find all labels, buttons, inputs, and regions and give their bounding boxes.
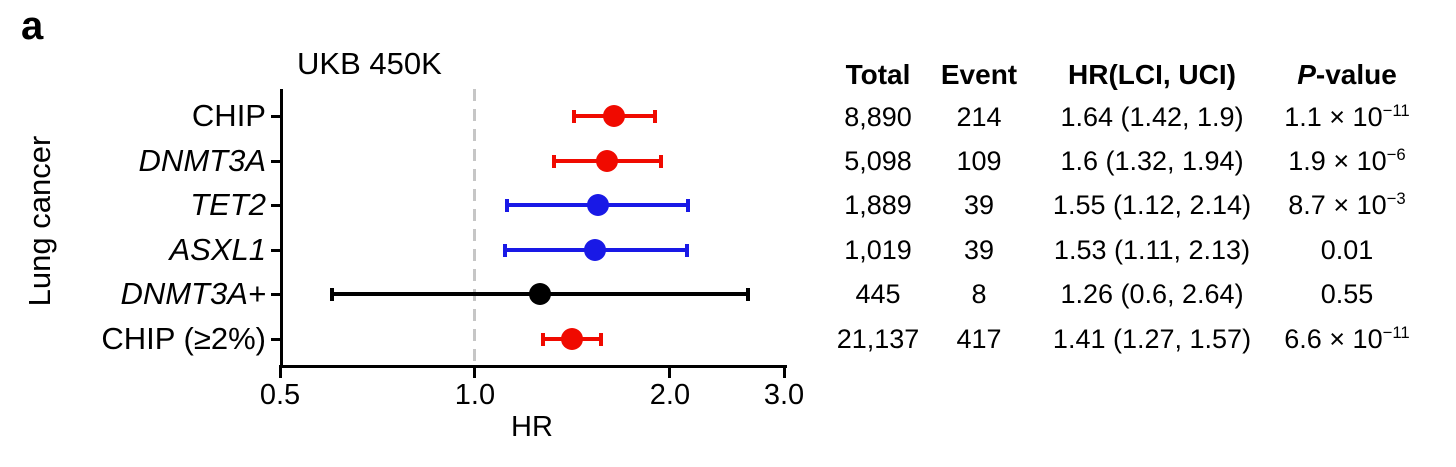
row-label-dnmt3a-plus: DNMT3A+ (120, 276, 266, 311)
x-axis-tick-label: 1.0 (454, 379, 496, 411)
table-header-row: Total Event HR(LCI, UCI) P-value (800, 53, 1456, 97)
header-hr: HR(LCI, UCI) (1068, 59, 1236, 90)
row-label-chip-2pct: CHIP (≥2%) (101, 321, 266, 356)
cell-p-value: 8.7 × 10−3 (1238, 183, 1456, 227)
y-axis-tick (271, 203, 280, 207)
forest-point (583, 239, 606, 261)
error-bar-cap-right (599, 332, 604, 346)
p-base: 1.9 × 10 (1288, 146, 1387, 176)
error-bar-cap-right (658, 154, 663, 168)
cell-hr-ci: 1.55 (1.12, 2.14) (1052, 190, 1252, 220)
cell-hr-ci: 1.53 (1.11, 2.13) (1053, 235, 1251, 265)
cell-event: 417 (956, 324, 1002, 354)
y-axis-tick (271, 248, 280, 252)
cell-p-value: 1.9 × 10−6 (1238, 139, 1456, 183)
forest-point (603, 105, 626, 127)
cell-total: 21,137 (836, 324, 920, 354)
p-base: 0.55 (1320, 279, 1374, 309)
x-axis-tick (782, 365, 786, 378)
table-row: 445 8 1.26 (0.6, 2.64) 0.55 (800, 272, 1456, 316)
p-base: 1.1 × 10 (1284, 102, 1383, 132)
table-row: 1,889 39 1.55 (1.12, 2.14) 8.7 × 10−3 (800, 183, 1456, 227)
panel-letter: a (21, 4, 44, 48)
error-bar-cap-left (502, 243, 507, 257)
header-p-italic: P (1297, 59, 1316, 90)
error-bar-cap-left (329, 287, 334, 301)
error-bar-cap-left (572, 109, 577, 123)
error-bar-cap-left (551, 154, 556, 168)
forest-point (560, 328, 583, 350)
cell-total: 1,889 (844, 190, 912, 220)
y-axis-tick (271, 337, 280, 341)
table-row: 5,098 109 1.6 (1.32, 1.94) 1.9 × 10−6 (800, 139, 1456, 183)
forest-point (596, 150, 619, 172)
y-axis-line (280, 89, 283, 368)
cell-p-value: 0.01 (1238, 228, 1456, 272)
cell-hr-ci: 1.6 (1.32, 1.94) (1060, 146, 1244, 176)
p-base: 6.6 × 10 (1284, 324, 1383, 354)
cell-event: 8 (971, 279, 987, 309)
header-total: Total (845, 59, 911, 90)
error-bar-cap-left (505, 198, 510, 212)
p-exponent: −3 (1386, 189, 1406, 208)
p-base: 0.01 (1320, 235, 1374, 265)
x-axis-tick (473, 365, 477, 378)
p-exponent: −11 (1382, 101, 1410, 120)
error-bar-cap-right (685, 243, 690, 257)
x-axis-tick (278, 365, 282, 378)
x-axis-tick-label: 2.0 (649, 379, 691, 411)
x-axis-line (280, 365, 787, 368)
x-axis-tick (668, 365, 672, 378)
x-axis-tick-label: 0.5 (259, 379, 301, 411)
error-bar-cap-right (686, 198, 691, 212)
p-base: 8.7 × 10 (1288, 190, 1387, 220)
cell-total: 445 (855, 279, 901, 309)
table-row: 1,019 39 1.53 (1.11, 2.13) 0.01 (800, 228, 1456, 272)
error-bar-cap-right (653, 109, 658, 123)
y-axis-tick (271, 159, 280, 163)
header-event: Event (940, 59, 1018, 90)
cell-p-value: 6.6 × 10−11 (1238, 317, 1456, 361)
stats-table: Total Event HR(LCI, UCI) P-value 8,890 2… (800, 0, 1456, 467)
table-row: 21,137 417 1.41 (1.27, 1.57) 6.6 × 10−11 (800, 317, 1456, 361)
table-row: 8,890 214 1.64 (1.42, 1.9) 1.1 × 10−11 (800, 95, 1456, 139)
cell-hr-ci: 1.64 (1.42, 1.9) (1060, 102, 1244, 132)
x-axis-title: HR (511, 411, 553, 443)
forest-point (528, 283, 551, 305)
p-exponent: −6 (1386, 145, 1406, 164)
reference-line (473, 89, 477, 363)
error-bar-cap-right (745, 287, 750, 301)
cell-total: 5,098 (844, 146, 912, 176)
cell-event: 39 (963, 190, 995, 220)
cell-hr-ci: 1.26 (0.6, 2.64) (1060, 279, 1244, 309)
cell-event: 214 (956, 102, 1002, 132)
y-axis-tick (271, 114, 280, 118)
header-p-value: P-value (1238, 53, 1456, 97)
cell-p-value: 0.55 (1238, 272, 1456, 316)
y-axis-tick (271, 292, 280, 296)
plot-title: UKB 450K (297, 46, 442, 81)
row-label-chip: CHIP (191, 98, 266, 133)
cell-total: 8,890 (844, 102, 912, 132)
forest-point (587, 194, 610, 216)
cell-event: 109 (956, 146, 1002, 176)
p-exponent: −11 (1382, 323, 1410, 342)
row-label-tet2: TET2 (190, 187, 266, 222)
cell-hr-ci: 1.41 (1.27, 1.57) (1052, 324, 1252, 354)
cell-total: 1,019 (844, 235, 912, 265)
row-label-dnmt3a: DNMT3A (138, 143, 266, 178)
x-axis-tick-label: 3.0 (763, 379, 805, 411)
cell-event: 39 (963, 235, 995, 265)
header-p-rest: -value (1315, 59, 1397, 90)
error-bar-cap-left (540, 332, 545, 346)
cell-p-value: 1.1 × 10−11 (1238, 95, 1456, 139)
row-label-asxl1: ASXL1 (169, 232, 266, 267)
